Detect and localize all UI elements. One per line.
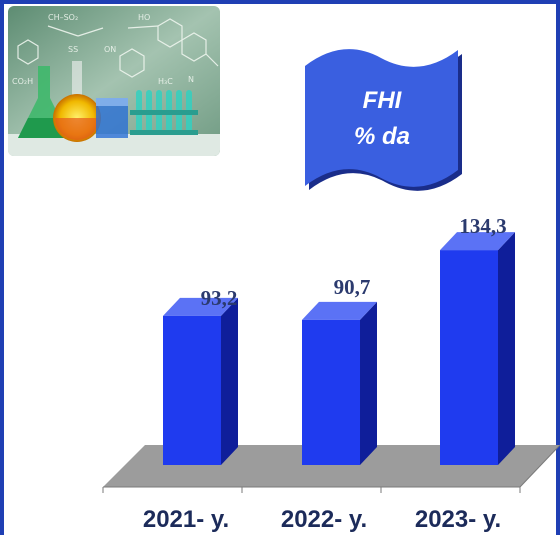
svg-text:HO: HO: [138, 13, 150, 22]
bar-side-2021: [221, 297, 238, 465]
value-label-2021: 93,2: [201, 286, 238, 310]
frame-corner: [0, 522, 4, 535]
chemistry-glassware-photo: CH–SO₂ SS ON H₃C N CO₂H HO: [8, 6, 220, 156]
bars-group: [163, 232, 515, 465]
bar-top-2021: [163, 297, 238, 316]
svg-text:ON: ON: [104, 45, 116, 54]
value-label-2023: 134,3: [459, 214, 506, 238]
banner-line-2: % da: [354, 123, 410, 150]
svg-text:SS: SS: [68, 45, 78, 54]
floor-edge: [519, 444, 560, 488]
bar-side-2023: [498, 232, 515, 465]
banner-line-1: FHI: [363, 87, 403, 114]
banner-flag: FHI % da: [305, 49, 462, 191]
bar-top-2023: [440, 232, 515, 251]
bar-top-2022: [302, 301, 377, 320]
bar-side-2022: [360, 301, 377, 465]
svg-text:CO₂H: CO₂H: [12, 77, 33, 86]
chemistry-photo-svg: CH–SO₂ SS ON H₃C N CO₂H HO: [8, 6, 220, 156]
bar-2022: [302, 319, 360, 465]
category-label-2023: 2023- y.: [415, 506, 501, 533]
category-label-2022: 2022- y.: [281, 506, 367, 533]
category-label-2021: 2021- y.: [143, 506, 229, 533]
value-label-2022: 90,7: [334, 275, 371, 299]
bar-2021: [163, 315, 221, 465]
bar-2023: [440, 250, 498, 465]
svg-text:H₃C: H₃C: [158, 77, 173, 86]
svg-text:N: N: [188, 75, 194, 84]
svg-text:CH–SO₂: CH–SO₂: [48, 13, 78, 22]
